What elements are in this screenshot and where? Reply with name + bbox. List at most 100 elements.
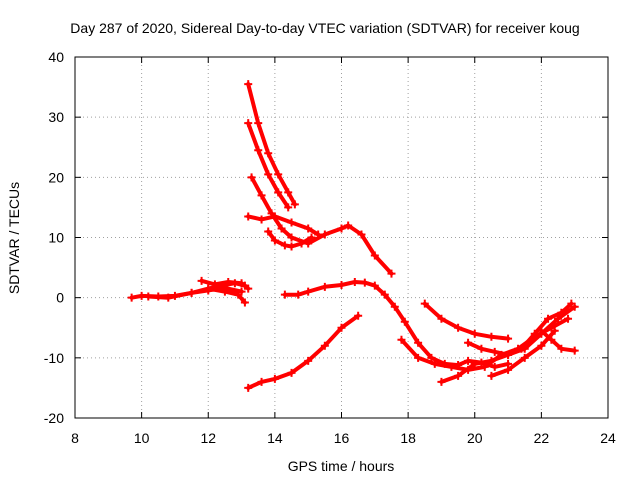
data-point: [264, 227, 273, 236]
data-point: [244, 212, 253, 221]
data-point: [570, 346, 579, 355]
y-tick-label: 30: [48, 109, 64, 125]
data-point: [224, 278, 233, 287]
data-point: [360, 278, 369, 287]
data-point: [244, 383, 253, 392]
y-tick-label: 40: [48, 49, 64, 65]
data-point: [290, 200, 299, 209]
data-point: [530, 329, 539, 338]
x-tick-label: 8: [71, 430, 79, 446]
y-tick-label: 0: [56, 290, 64, 306]
data-point: [370, 251, 379, 260]
data-point: [337, 224, 346, 233]
data-point: [477, 344, 486, 353]
data-point: [197, 276, 206, 285]
data-point: [354, 311, 363, 320]
data-point: [320, 282, 329, 291]
data-point: [370, 281, 379, 290]
series-line-track-7: [249, 175, 394, 276]
data-point: [304, 287, 313, 296]
data-point: [547, 335, 556, 344]
x-tick-label: 10: [134, 430, 150, 446]
data-point: [464, 356, 473, 365]
data-point: [244, 284, 253, 293]
data-point: [350, 278, 359, 287]
data-point: [257, 191, 266, 200]
data-point: [504, 350, 513, 359]
data-point: [544, 314, 553, 323]
y-axis-label: SDTVAR / TECUs: [6, 182, 22, 294]
data-point: [270, 236, 279, 245]
x-tick-label: 16: [334, 430, 350, 446]
data-point: [437, 314, 446, 323]
x-tick-label: 12: [200, 430, 216, 446]
data-point: [320, 341, 329, 350]
data-point: [234, 290, 243, 299]
series-line-track-13: [422, 301, 511, 341]
data-point: [537, 326, 546, 335]
data-point: [287, 368, 296, 377]
data-point: [357, 230, 366, 239]
data-point: [274, 170, 283, 179]
data-point: [280, 290, 289, 299]
chart-title: Day 287 of 2020, Sidereal Day-to-day VTE…: [70, 20, 579, 36]
data-point: [204, 284, 213, 293]
data-point: [254, 119, 263, 128]
data-point: [264, 170, 273, 179]
data-point: [490, 347, 499, 356]
data-point: [420, 299, 429, 308]
data-point: [380, 290, 389, 299]
grid: [75, 57, 608, 418]
series-line-track-17: [539, 328, 577, 353]
data-point: [397, 335, 406, 344]
data-point: [187, 288, 196, 297]
data-point: [564, 314, 573, 323]
data-point: [164, 293, 173, 302]
data-point: [294, 290, 303, 299]
data-point: [307, 233, 316, 242]
data-point: [237, 279, 246, 288]
data-point: [387, 269, 396, 278]
data-point: [257, 377, 266, 386]
data-point: [464, 338, 473, 347]
data-point: [550, 326, 559, 335]
data-point: [487, 371, 496, 380]
data-point: [557, 308, 566, 317]
x-tick-label: 18: [400, 430, 416, 446]
data-point: [487, 332, 496, 341]
x-tick-label: 24: [600, 430, 616, 446]
data-point: [284, 203, 293, 212]
data-point: [437, 377, 446, 386]
data-point: [567, 299, 576, 308]
data-point: [337, 281, 346, 290]
data-point: [210, 280, 219, 289]
data-point: [220, 287, 229, 296]
data-point: [470, 329, 479, 338]
x-tick-label: 22: [534, 430, 550, 446]
data-point: [454, 371, 463, 380]
data-point: [390, 302, 399, 311]
x-tick-label: 20: [467, 430, 483, 446]
data-point: [470, 359, 479, 368]
data-series: [127, 80, 579, 392]
y-tick-label: -20: [44, 410, 64, 426]
data-point: [284, 188, 293, 197]
data-point: [304, 356, 313, 365]
data-point: [247, 173, 256, 182]
data-point: [314, 230, 323, 239]
data-point: [254, 146, 263, 155]
data-point: [504, 365, 513, 374]
data-point: [337, 323, 346, 332]
data-point: [270, 374, 279, 383]
data-point: [454, 323, 463, 332]
data-point: [287, 233, 296, 242]
data-point: [414, 338, 423, 347]
data-point: [280, 241, 289, 250]
series-line-track-5: [246, 82, 297, 207]
data-point: [414, 353, 423, 362]
data-point: [490, 362, 499, 371]
data-point: [557, 344, 566, 353]
data-point: [257, 215, 266, 224]
data-point: [447, 362, 456, 371]
